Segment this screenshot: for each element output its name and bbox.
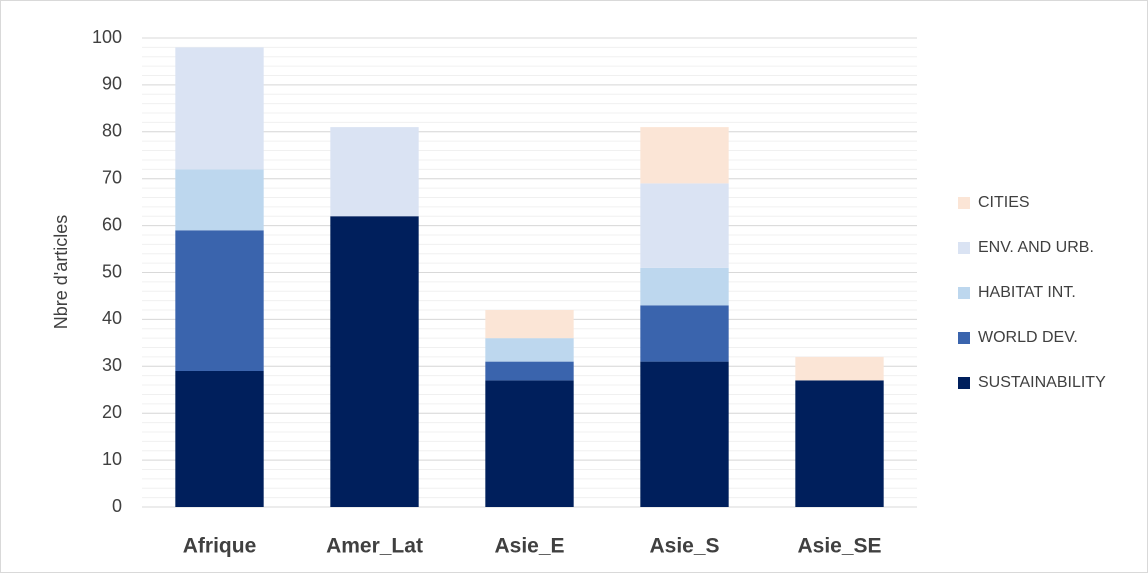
x-tick-label: Afrique <box>183 535 257 558</box>
y-tick-label: 70 <box>102 167 122 187</box>
x-tick-label: Asie_SE <box>797 535 881 558</box>
bar-segment <box>640 183 729 268</box>
legend-swatch <box>958 377 970 389</box>
bar-segment <box>640 361 729 507</box>
bar-segment <box>640 267 729 306</box>
bar-segment <box>175 47 264 170</box>
bar-segment <box>175 370 264 507</box>
y-axis-label: Nbre d'articles <box>51 215 71 329</box>
bar-segment <box>485 380 574 507</box>
y-tick-label: 0 <box>112 496 122 516</box>
bar-segment <box>485 361 574 381</box>
bar-segment <box>330 127 419 217</box>
legend-label: SUSTAINABILITY <box>978 374 1106 391</box>
legend-swatch <box>958 332 970 344</box>
y-tick-label: 60 <box>102 214 122 234</box>
legend-label: ENV. AND URB. <box>978 239 1094 256</box>
legend-label: CITIES <box>978 194 1030 211</box>
y-tick-label: 30 <box>102 355 122 375</box>
legend-label: WORLD DEV. <box>978 329 1078 346</box>
y-tick-label: 50 <box>102 261 122 281</box>
bar-segment <box>330 216 419 507</box>
x-tick-label: Asie_S <box>649 535 719 558</box>
y-tick-label: 90 <box>102 74 122 94</box>
bar-segment <box>175 230 264 371</box>
bar-segment <box>640 127 729 184</box>
bar-segment <box>175 169 264 231</box>
legend-label: HABITAT INT. <box>978 284 1076 301</box>
bar-segment <box>485 338 574 362</box>
y-tick-label: 40 <box>102 308 122 328</box>
bar-segment <box>795 380 884 507</box>
y-tick-label: 100 <box>92 27 122 47</box>
bar-segment <box>640 305 729 362</box>
bar-segment <box>795 356 884 381</box>
x-tick-label: Amer_Lat <box>326 535 423 558</box>
x-tick-label: Asie_E <box>494 535 564 558</box>
bar-segment <box>485 310 574 339</box>
legend-swatch <box>958 197 970 209</box>
y-tick-label: 80 <box>102 121 122 141</box>
y-tick-label: 10 <box>102 449 122 469</box>
y-tick-label: 20 <box>102 402 122 422</box>
legend-swatch <box>958 242 970 254</box>
legend-swatch <box>958 287 970 299</box>
